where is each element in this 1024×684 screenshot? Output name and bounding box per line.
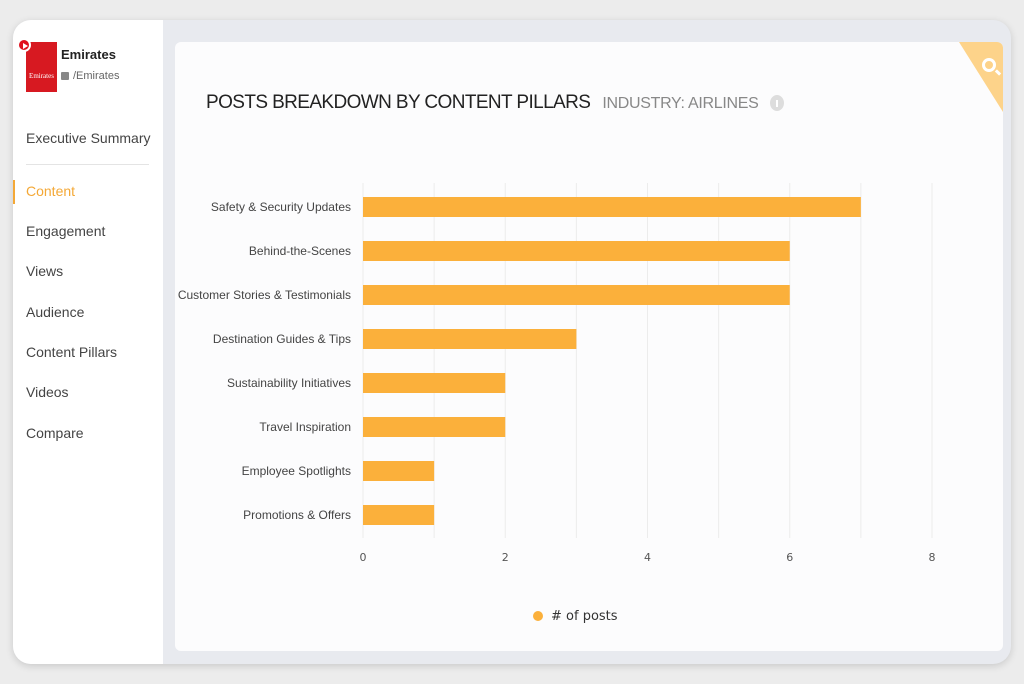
active-indicator [13, 180, 15, 204]
legend-label: # of posts [551, 609, 618, 624]
x-tick-label: 6 [786, 551, 793, 564]
info-icon[interactable] [770, 95, 785, 111]
chart-subtitle: INDUSTRY: AIRLINES [602, 95, 759, 112]
bar[interactable] [363, 505, 435, 525]
x-tick-label: 8 [929, 551, 936, 564]
x-tick-label: 2 [502, 551, 509, 564]
bar[interactable] [363, 197, 861, 217]
nav-videos[interactable]: Videos [26, 384, 69, 400]
x-tick-label: 4 [644, 551, 651, 564]
bar[interactable] [363, 285, 790, 305]
category-label: Travel Inspiration [259, 420, 351, 434]
youtube-small-icon [61, 72, 69, 81]
emirates-logo: Emirates [26, 42, 57, 92]
nav-content[interactable]: Content [26, 183, 76, 199]
x-tick-label: 0 [360, 551, 367, 564]
bar[interactable] [363, 417, 506, 437]
nav-compare[interactable]: Compare [26, 425, 84, 441]
youtube-icon [17, 38, 31, 52]
category-label: Employee Spotlights [242, 464, 351, 478]
legend-item[interactable]: # of posts [533, 609, 618, 624]
category-label: Customer Stories & Testimonials [178, 288, 351, 302]
category-label: Sustainability Initiatives [227, 376, 351, 390]
chart-title: POSTS BREAKDOWN BY CONTENT PILLARS [206, 92, 591, 113]
nav-engagement[interactable]: Engagement [26, 223, 106, 239]
divider [26, 164, 149, 165]
bar[interactable] [363, 329, 577, 349]
chart-panel: POSTS BREAKDOWN BY CONTENT PILLARS INDUS… [175, 42, 1003, 651]
channel-handle[interactable]: /Emirates [61, 70, 119, 82]
nav-audience[interactable]: Audience [26, 304, 85, 320]
category-label: Promotions & Offers [243, 508, 351, 522]
bar[interactable] [363, 373, 506, 393]
nav-views[interactable]: Views [26, 263, 64, 279]
app-window: Emirates Emirates /Emirates Executive Su… [13, 20, 1011, 664]
corner-tab[interactable] [959, 42, 1003, 112]
category-label: Behind-the-Scenes [249, 244, 351, 258]
nav-content-pillars[interactable]: Content Pillars [26, 344, 118, 360]
bar[interactable] [363, 461, 435, 481]
bar-chart: 0 2 4 6 8 Safety & Security Updates Behind-the… [178, 183, 936, 564]
legend-swatch [533, 611, 543, 621]
logo-text: Emirates [29, 72, 54, 80]
search-icon[interactable] [982, 58, 996, 72]
sidebar: Emirates Emirates /Emirates Executive Su… [13, 20, 163, 664]
brand-name: Emirates [61, 47, 116, 62]
nav-executive-summary[interactable]: Executive Summary [26, 130, 151, 146]
category-label: Safety & Security Updates [211, 200, 351, 214]
bar[interactable] [363, 241, 790, 261]
handle-text: /Emirates [73, 70, 120, 82]
category-label: Destination Guides & Tips [213, 332, 351, 346]
chart-header: POSTS BREAKDOWN BY CONTENT PILLARS INDUS… [206, 92, 785, 114]
